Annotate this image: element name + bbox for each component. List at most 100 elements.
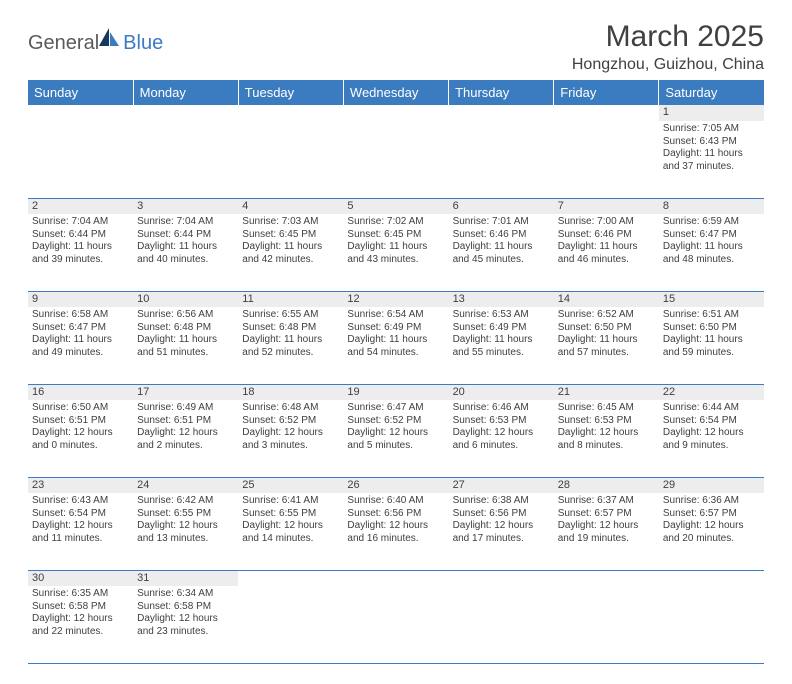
daylight-line: Daylight: 12 hours and 17 minutes. xyxy=(453,520,550,545)
daynum-cell: 9 xyxy=(28,291,133,307)
day-cell-content: Sunrise: 6:51 AMSunset: 6:50 PMDaylight:… xyxy=(663,309,760,359)
week-0-content-row: Sunrise: 7:05 AMSunset: 6:43 PMDaylight:… xyxy=(28,121,764,198)
day-cell-content: Sunrise: 6:35 AMSunset: 6:58 PMDaylight:… xyxy=(32,588,129,638)
day-cell: Sunrise: 7:00 AMSunset: 6:46 PMDaylight:… xyxy=(554,214,659,291)
day-cell: Sunrise: 7:04 AMSunset: 6:44 PMDaylight:… xyxy=(133,214,238,291)
daynum-cell: 14 xyxy=(554,291,659,307)
day-cell xyxy=(554,121,659,198)
day-cell-content: Sunrise: 6:37 AMSunset: 6:57 PMDaylight:… xyxy=(558,495,655,545)
day-cell: Sunrise: 6:41 AMSunset: 6:55 PMDaylight:… xyxy=(238,493,343,570)
daylight-line: Daylight: 11 hours and 40 minutes. xyxy=(137,241,234,266)
day-cell: Sunrise: 6:58 AMSunset: 6:47 PMDaylight:… xyxy=(28,307,133,384)
week-3-content-row: Sunrise: 6:50 AMSunset: 6:51 PMDaylight:… xyxy=(28,400,764,477)
day-cell-content: Sunrise: 6:52 AMSunset: 6:50 PMDaylight:… xyxy=(558,309,655,359)
sunrise-line: Sunrise: 7:01 AM xyxy=(453,216,550,229)
daynum-cell xyxy=(659,570,764,586)
day-header-saturday: Saturday xyxy=(659,80,764,105)
day-cell: Sunrise: 6:51 AMSunset: 6:50 PMDaylight:… xyxy=(659,307,764,384)
daynum-cell xyxy=(28,105,133,121)
daylight-line: Daylight: 12 hours and 2 minutes. xyxy=(137,427,234,452)
daynum-cell xyxy=(449,105,554,121)
sunrise-line: Sunrise: 7:02 AM xyxy=(347,216,444,229)
daylight-line: Daylight: 11 hours and 46 minutes. xyxy=(558,241,655,266)
day-cell-content: Sunrise: 6:40 AMSunset: 6:56 PMDaylight:… xyxy=(347,495,444,545)
sunset-line: Sunset: 6:48 PM xyxy=(242,322,339,335)
week-2-daynum-row: 9101112131415 xyxy=(28,291,764,307)
day-cell: Sunrise: 6:53 AMSunset: 6:49 PMDaylight:… xyxy=(449,307,554,384)
daynum-cell: 12 xyxy=(343,291,448,307)
daynum-cell: 19 xyxy=(343,384,448,400)
sunrise-line: Sunrise: 6:44 AM xyxy=(663,402,760,415)
day-cell-content: Sunrise: 6:34 AMSunset: 6:58 PMDaylight:… xyxy=(137,588,234,638)
daynum-cell: 29 xyxy=(659,477,764,493)
sunrise-line: Sunrise: 7:04 AM xyxy=(137,216,234,229)
daylight-line: Daylight: 12 hours and 22 minutes. xyxy=(32,613,129,638)
day-cell-content: Sunrise: 6:44 AMSunset: 6:54 PMDaylight:… xyxy=(663,402,760,452)
day-cell-content: Sunrise: 6:43 AMSunset: 6:54 PMDaylight:… xyxy=(32,495,129,545)
daynum-cell: 4 xyxy=(238,198,343,214)
sunrise-line: Sunrise: 6:50 AM xyxy=(32,402,129,415)
daynum-cell: 8 xyxy=(659,198,764,214)
sunset-line: Sunset: 6:50 PM xyxy=(558,322,655,335)
day-cell: Sunrise: 6:42 AMSunset: 6:55 PMDaylight:… xyxy=(133,493,238,570)
logo-text-blue: Blue xyxy=(123,32,163,55)
day-cell: Sunrise: 6:50 AMSunset: 6:51 PMDaylight:… xyxy=(28,400,133,477)
logo-sail-icon xyxy=(99,28,121,48)
day-cell-content: Sunrise: 6:41 AMSunset: 6:55 PMDaylight:… xyxy=(242,495,339,545)
daylight-line: Daylight: 11 hours and 51 minutes. xyxy=(137,334,234,359)
sunrise-line: Sunrise: 6:51 AM xyxy=(663,309,760,322)
daylight-line: Daylight: 12 hours and 6 minutes. xyxy=(453,427,550,452)
daynum-cell: 2 xyxy=(28,198,133,214)
daynum-cell xyxy=(449,570,554,586)
day-header-wednesday: Wednesday xyxy=(343,80,448,105)
daylight-line: Daylight: 11 hours and 39 minutes. xyxy=(32,241,129,266)
day-cell-content: Sunrise: 6:45 AMSunset: 6:53 PMDaylight:… xyxy=(558,402,655,452)
sunset-line: Sunset: 6:48 PM xyxy=(137,322,234,335)
sunrise-line: Sunrise: 6:36 AM xyxy=(663,495,760,508)
day-header-thursday: Thursday xyxy=(449,80,554,105)
sunrise-line: Sunrise: 6:42 AM xyxy=(137,495,234,508)
day-cell: Sunrise: 6:52 AMSunset: 6:50 PMDaylight:… xyxy=(554,307,659,384)
daynum-cell: 15 xyxy=(659,291,764,307)
daynum-cell: 10 xyxy=(133,291,238,307)
sunrise-line: Sunrise: 6:48 AM xyxy=(242,402,339,415)
week-4-content-row: Sunrise: 6:43 AMSunset: 6:54 PMDaylight:… xyxy=(28,493,764,570)
day-cell xyxy=(449,121,554,198)
day-cell-content: Sunrise: 6:55 AMSunset: 6:48 PMDaylight:… xyxy=(242,309,339,359)
day-cell: Sunrise: 6:34 AMSunset: 6:58 PMDaylight:… xyxy=(133,586,238,663)
calendar-page: General Blue March 2025 Hongzhou, Guizho… xyxy=(0,0,792,684)
sunrise-line: Sunrise: 7:05 AM xyxy=(663,123,760,136)
sunrise-line: Sunrise: 6:52 AM xyxy=(558,309,655,322)
daynum-cell: 23 xyxy=(28,477,133,493)
sunrise-line: Sunrise: 6:49 AM xyxy=(137,402,234,415)
sunset-line: Sunset: 6:55 PM xyxy=(137,508,234,521)
location: Hongzhou, Guizhou, China xyxy=(572,56,764,74)
daylight-line: Daylight: 11 hours and 48 minutes. xyxy=(663,241,760,266)
daynum-cell: 18 xyxy=(238,384,343,400)
sunset-line: Sunset: 6:56 PM xyxy=(453,508,550,521)
daylight-line: Daylight: 11 hours and 45 minutes. xyxy=(453,241,550,266)
day-cell: Sunrise: 6:40 AMSunset: 6:56 PMDaylight:… xyxy=(343,493,448,570)
day-cell-content: Sunrise: 6:38 AMSunset: 6:56 PMDaylight:… xyxy=(453,495,550,545)
daylight-line: Daylight: 11 hours and 42 minutes. xyxy=(242,241,339,266)
sunset-line: Sunset: 6:43 PM xyxy=(663,136,760,149)
day-cell xyxy=(238,121,343,198)
daynum-cell: 30 xyxy=(28,570,133,586)
calendar-table: SundayMondayTuesdayWednesdayThursdayFrid… xyxy=(28,80,764,664)
daynum-cell xyxy=(343,570,448,586)
daylight-line: Daylight: 12 hours and 9 minutes. xyxy=(663,427,760,452)
sunset-line: Sunset: 6:44 PM xyxy=(32,229,129,242)
week-1-content-row: Sunrise: 7:04 AMSunset: 6:44 PMDaylight:… xyxy=(28,214,764,291)
day-cell: Sunrise: 6:45 AMSunset: 6:53 PMDaylight:… xyxy=(554,400,659,477)
day-cell-content: Sunrise: 6:59 AMSunset: 6:47 PMDaylight:… xyxy=(663,216,760,266)
sunrise-line: Sunrise: 6:43 AM xyxy=(32,495,129,508)
daynum-cell xyxy=(238,570,343,586)
sunset-line: Sunset: 6:44 PM xyxy=(137,229,234,242)
day-header-friday: Friday xyxy=(554,80,659,105)
sunrise-line: Sunrise: 6:35 AM xyxy=(32,588,129,601)
day-cell xyxy=(343,586,448,663)
sunset-line: Sunset: 6:53 PM xyxy=(453,415,550,428)
day-cell-content: Sunrise: 7:05 AMSunset: 6:43 PMDaylight:… xyxy=(663,123,760,173)
day-cell-content: Sunrise: 6:46 AMSunset: 6:53 PMDaylight:… xyxy=(453,402,550,452)
sunset-line: Sunset: 6:52 PM xyxy=(347,415,444,428)
